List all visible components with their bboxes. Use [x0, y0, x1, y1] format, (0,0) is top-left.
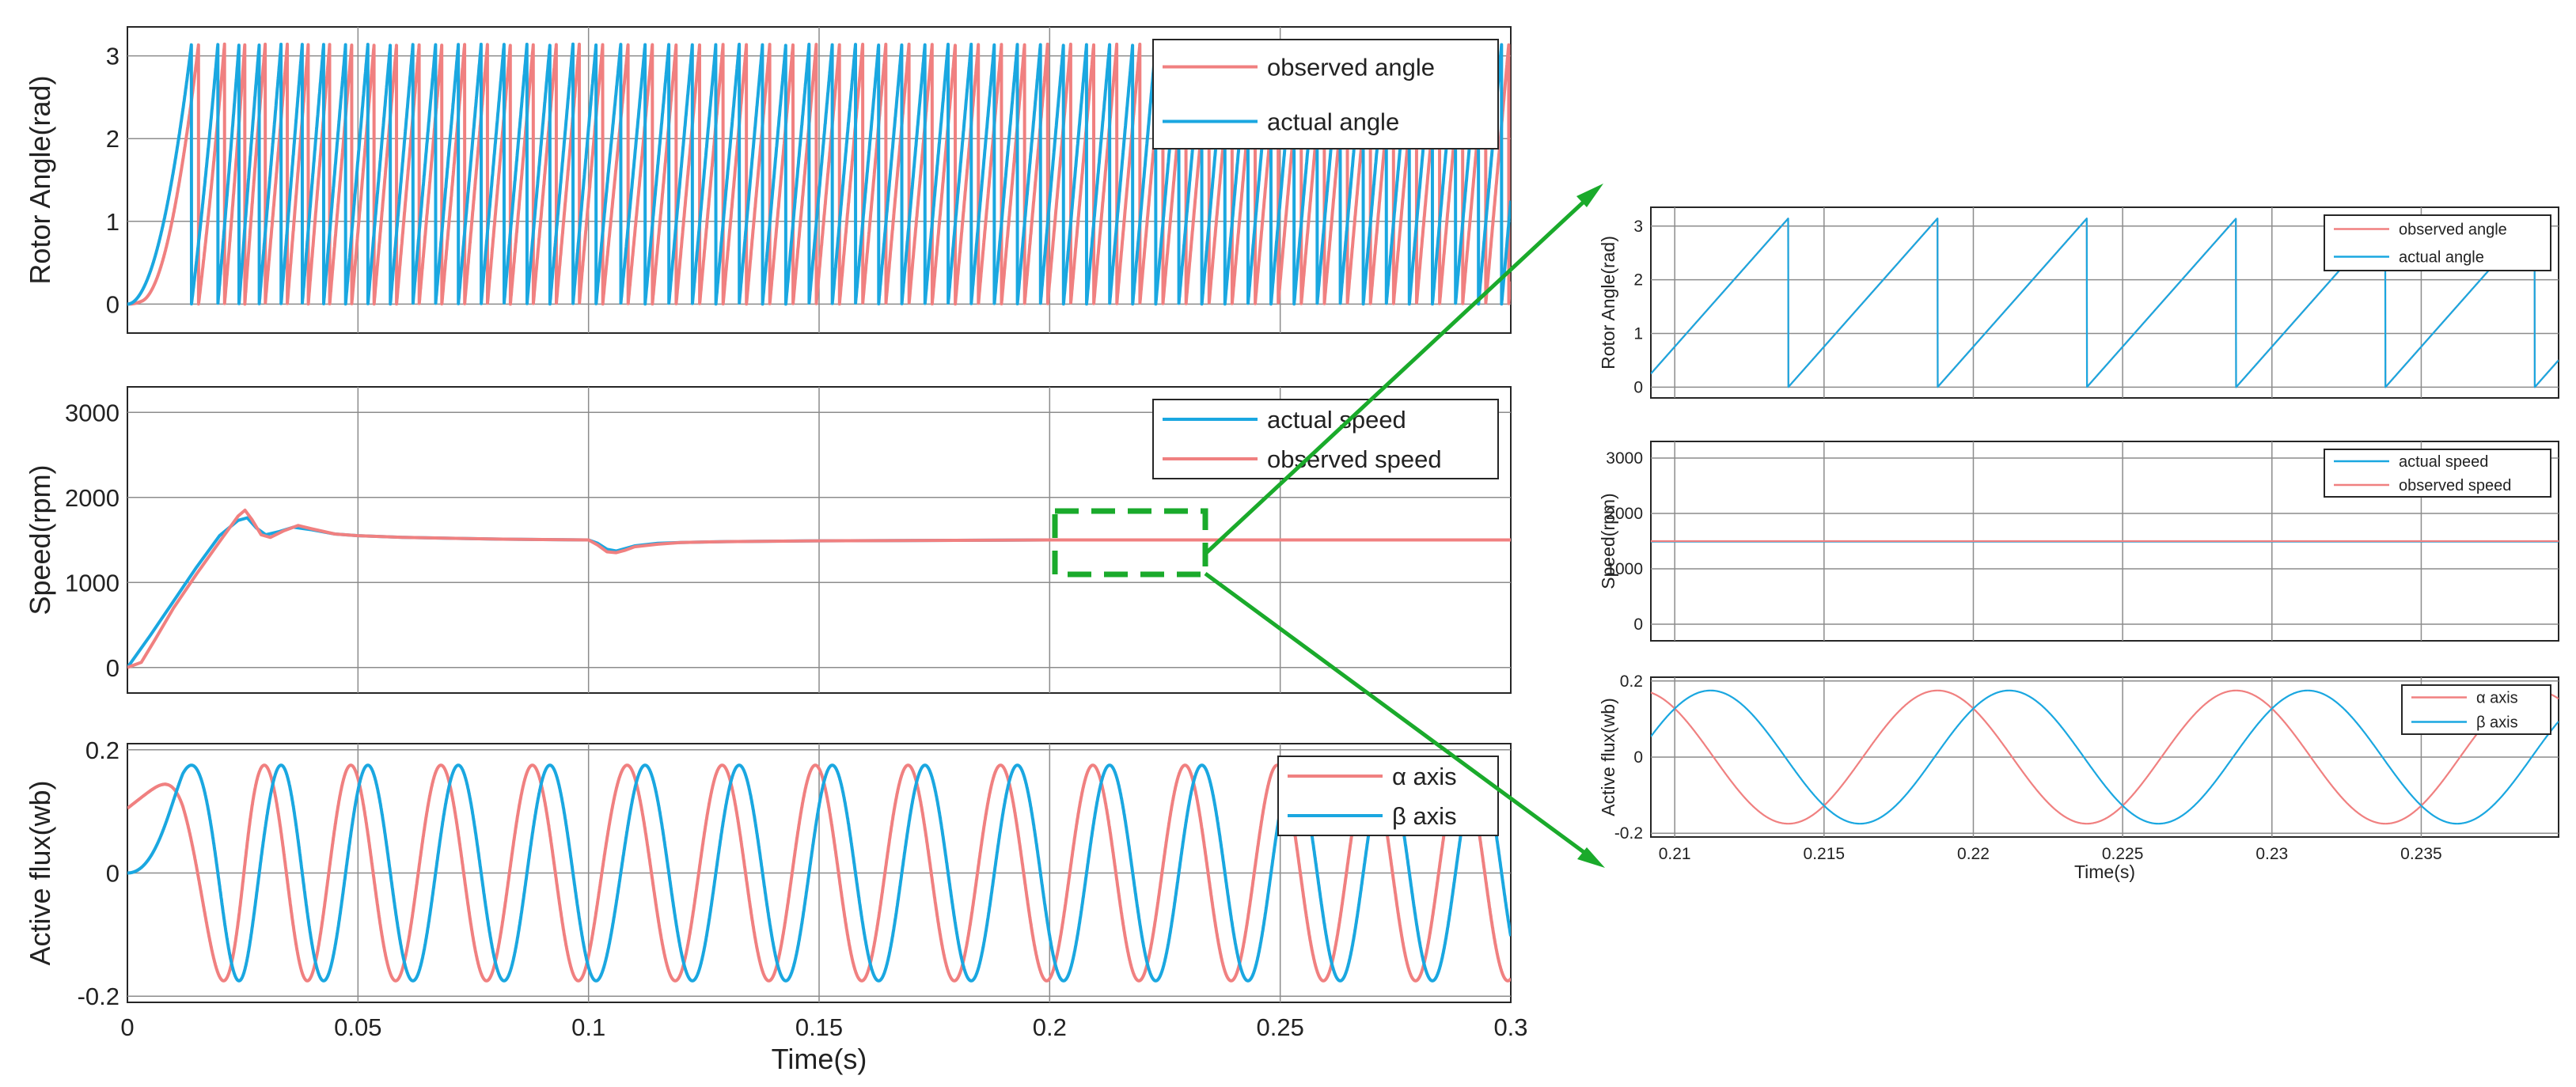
- x-tick-label: 0.3: [1493, 1013, 1527, 1041]
- y-tick-label: 2: [106, 125, 120, 153]
- y-tick-label: 0: [106, 290, 120, 318]
- series-line-α-axis: [1651, 689, 2559, 825]
- y-tick-label: 0: [106, 860, 120, 888]
- y-tick-label: 2: [1633, 271, 1643, 290]
- legend-label: actual speed: [2399, 453, 2488, 471]
- legend: observed angle actual angle: [1152, 39, 1499, 150]
- zoom-annotation: [1052, 184, 1605, 868]
- legend-label: α axis: [1392, 763, 1457, 790]
- y-tick-label: 3000: [1606, 449, 1643, 468]
- series-line-actual-angle: [127, 42, 1511, 306]
- series-line-observed-angle: [127, 42, 1511, 306]
- zoom-flux-panel: -0.2 0 0.2 0.21 0.215 0.22 0.225 0.23 0.235 Activ…: [1598, 672, 2559, 882]
- x-tick-label: 0.25: [1256, 1013, 1303, 1041]
- legend-box: [1152, 39, 1499, 150]
- y-axis-label: Speed(rpm): [24, 464, 56, 615]
- legend-label: β axis: [2476, 714, 2518, 732]
- x-tick-label: 0.1: [571, 1013, 605, 1041]
- grid-lines: [127, 744, 1511, 1002]
- x-tick-label: 0.225: [2102, 845, 2144, 863]
- x-tick-label: 0.21: [1659, 845, 1691, 863]
- x-axis-label: Time(s): [772, 1043, 867, 1075]
- zoom-angle-panel: 0 1 2 3 Rotor Angle(rad) observed angle actual…: [1598, 206, 2559, 399]
- legend-label: β axis: [1392, 802, 1457, 830]
- legend: observed angle actual angle: [2324, 214, 2551, 271]
- y-tick-label: 0: [1633, 378, 1643, 396]
- series-line-actual-angle: [1651, 218, 2559, 388]
- y-tick-label: 1: [1633, 325, 1643, 343]
- x-tick-label: 0.2: [1033, 1013, 1067, 1041]
- y-axis-label: Rotor Angle(rad): [24, 75, 56, 284]
- series-group: [127, 42, 1511, 306]
- series-line-observed-speed: [127, 508, 1511, 669]
- arrowhead-lower: [1577, 847, 1605, 868]
- panels: 0 1 2 3 Rotor Angle(rad) observed angle actual…: [24, 26, 2559, 1075]
- series-group: [1651, 689, 2559, 825]
- x-tick-label: 0.215: [1804, 845, 1846, 863]
- arrow-line-upper: [1204, 192, 1594, 555]
- x-tick-label: 0.235: [2400, 845, 2442, 863]
- grid-lines: [1651, 677, 2559, 837]
- legend-label: observed angle: [2399, 222, 2507, 239]
- legend: α axis β axis: [1277, 756, 1499, 836]
- legend-box: [1277, 756, 1499, 836]
- series-group: [1651, 218, 2559, 388]
- legend-box: [2324, 449, 2551, 498]
- arrowhead-upper: [1576, 184, 1603, 207]
- x-tick-label: 0.05: [334, 1013, 381, 1041]
- series-group: [127, 508, 1511, 669]
- legend: actual speed observed speed: [2324, 449, 2551, 498]
- zoom-speed-panel: 0 1000 2000 3000 Speed(rpm) actual speed obser…: [1598, 441, 2559, 642]
- y-axis-label: Speed(rpm): [1598, 493, 1618, 589]
- arrow-line-lower: [1204, 571, 1594, 861]
- x-tick-label: 0.15: [795, 1013, 843, 1041]
- y-tick-label: 0.2: [85, 737, 120, 764]
- y-tick-label: 2000: [65, 484, 120, 512]
- y-tick-label: -0.2: [78, 983, 120, 1010]
- y-tick-label: 0: [1633, 615, 1643, 634]
- legend-box: [2401, 684, 2551, 735]
- main-angle-panel: 0 1 2 3 Rotor Angle(rad) observed angle actual…: [24, 26, 1512, 334]
- legend-label: observed speed: [1267, 445, 1442, 473]
- y-tick-label: -0.2: [1614, 824, 1643, 843]
- zoom-region-box: [1052, 508, 1208, 578]
- y-axis-label: Rotor Angle(rad): [1598, 236, 1618, 369]
- y-tick-label: 3000: [65, 399, 120, 426]
- main-speed-panel: 0 1000 2000 3000 Speed(rpm) actual speed obser…: [24, 386, 1512, 694]
- x-axis-label: Time(s): [2074, 862, 2135, 882]
- y-tick-label: 1000: [1606, 560, 1643, 578]
- legend-label: actual angle: [2399, 249, 2484, 267]
- y-tick-label: 0.2: [1620, 672, 1643, 691]
- series-line-β-axis: [1651, 689, 2559, 825]
- legend-label: actual speed: [1267, 406, 1406, 434]
- legend: actual speed observed speed: [1152, 399, 1499, 479]
- x-tick-label: 0: [120, 1013, 134, 1041]
- legend-box: [1152, 399, 1499, 479]
- y-tick-label: 2000: [1606, 505, 1643, 523]
- series-group: [1651, 540, 2559, 543]
- legend: α axis β axis: [2401, 684, 2551, 735]
- y-axis-label: Active flux(wb): [1598, 698, 1618, 816]
- x-tick-label: 0.23: [2255, 845, 2288, 863]
- legend-box: [2324, 214, 2551, 271]
- legend-label: actual angle: [1267, 108, 1399, 136]
- legend-label: α axis: [2476, 690, 2518, 707]
- y-tick-label: 3: [1633, 218, 1643, 236]
- legend-label: observed angle: [1267, 54, 1435, 81]
- y-tick-label: 1000: [65, 569, 120, 597]
- y-tick-label: 3: [106, 43, 120, 70]
- y-tick-label: 0: [1633, 748, 1643, 767]
- y-tick-label: 1: [106, 208, 120, 236]
- x-tick-label: 0.22: [1957, 845, 1990, 863]
- y-tick-label: 0: [106, 654, 120, 682]
- legend-label: observed speed: [2399, 477, 2511, 494]
- y-axis-label: Active flux(wb): [24, 780, 56, 965]
